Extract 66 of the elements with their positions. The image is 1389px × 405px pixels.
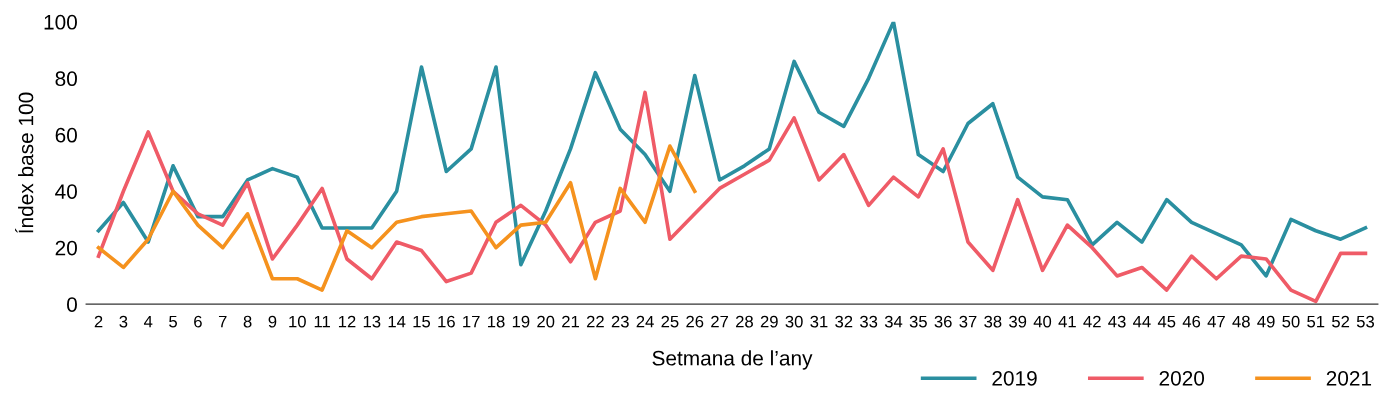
x-tick-label: 15	[413, 315, 431, 328]
x-tick-label: 33	[860, 315, 878, 328]
x-tick-label: 16	[438, 315, 455, 328]
x-tick-label: 10	[289, 315, 306, 328]
x-tick-label: 6	[194, 315, 202, 328]
x-tick-label: 11	[314, 315, 330, 328]
x-tick-label: 30	[785, 315, 803, 328]
y-tick-label: 40	[55, 184, 77, 199]
x-tick-label: 5	[169, 315, 177, 328]
x-tick-label: 13	[363, 315, 381, 328]
x-tick-label: 52	[1332, 315, 1350, 328]
legend-label: 2019	[992, 370, 1037, 386]
x-tick-label: 47	[1207, 315, 1225, 328]
x-tick-label: 35	[909, 315, 927, 328]
x-tick-label: 28	[735, 315, 753, 328]
x-tick-label: 26	[686, 315, 704, 328]
x-tick-label: 22	[586, 315, 604, 328]
x-tick-label: 40	[1033, 315, 1052, 328]
x-tick-label: 24	[636, 315, 654, 328]
x-tick-label: 36	[934, 315, 952, 328]
legend-label: 2021	[1326, 370, 1372, 386]
y-tick-label: 60	[55, 127, 77, 143]
x-tick-label: 12	[338, 315, 356, 328]
x-tick-label: 3	[119, 315, 128, 328]
y-tick-label: 80	[55, 71, 77, 87]
y-tick-label: 0	[67, 297, 77, 312]
y-axis-title: Índex base 100	[15, 92, 34, 233]
line-series	[96, 21, 1368, 278]
x-tick-label: 42	[1083, 315, 1101, 328]
x-tick-label: 20	[537, 315, 555, 328]
y-tick-label: 20	[55, 240, 77, 256]
x-tick-label: 21	[562, 315, 579, 328]
x-tick-label: 7	[218, 315, 227, 328]
x-tick-label: 34	[884, 315, 903, 328]
x-tick-label: 29	[760, 315, 778, 328]
x-tick-label: 48	[1232, 315, 1250, 328]
x-tick-label: 49	[1257, 315, 1275, 328]
line-series	[96, 90, 1368, 304]
x-tick-label: 41	[1058, 315, 1076, 328]
x-tick-label: 38	[984, 315, 1002, 328]
x-tick-label: 53	[1356, 315, 1374, 328]
x-tick-label: 50	[1282, 315, 1300, 328]
x-tick-label: 25	[661, 315, 679, 328]
x-tick-label: 51	[1307, 315, 1325, 328]
x-tick-label: 23	[611, 315, 629, 328]
x-tick-label: 9	[268, 315, 277, 328]
x-tick-label: 43	[1108, 315, 1126, 328]
x-tick-label: 17	[463, 315, 480, 328]
x-tick-label: 44	[1133, 315, 1151, 328]
x-tick-label: 4	[143, 315, 153, 328]
x-tick-label: 8	[243, 315, 252, 328]
x-tick-label: 45	[1157, 315, 1176, 328]
x-tick-label: 37	[959, 315, 977, 328]
x-tick-label: 39	[1009, 315, 1027, 328]
y-tick-label: 100	[44, 14, 77, 30]
x-tick-label: 31	[810, 315, 828, 328]
x-tick-label: 32	[835, 315, 853, 328]
x-axis-title: Setmana de l’any	[652, 350, 813, 370]
x-tick-label: 2	[94, 315, 103, 328]
x-tick-label: 27	[711, 315, 729, 328]
x-tick-label: 19	[512, 315, 530, 328]
x-tick-label: 14	[388, 315, 406, 328]
x-tick-label: 46	[1182, 315, 1201, 328]
line-series	[96, 144, 697, 292]
x-tick-label: 18	[488, 315, 505, 328]
legend-label: 2020	[1159, 370, 1205, 386]
